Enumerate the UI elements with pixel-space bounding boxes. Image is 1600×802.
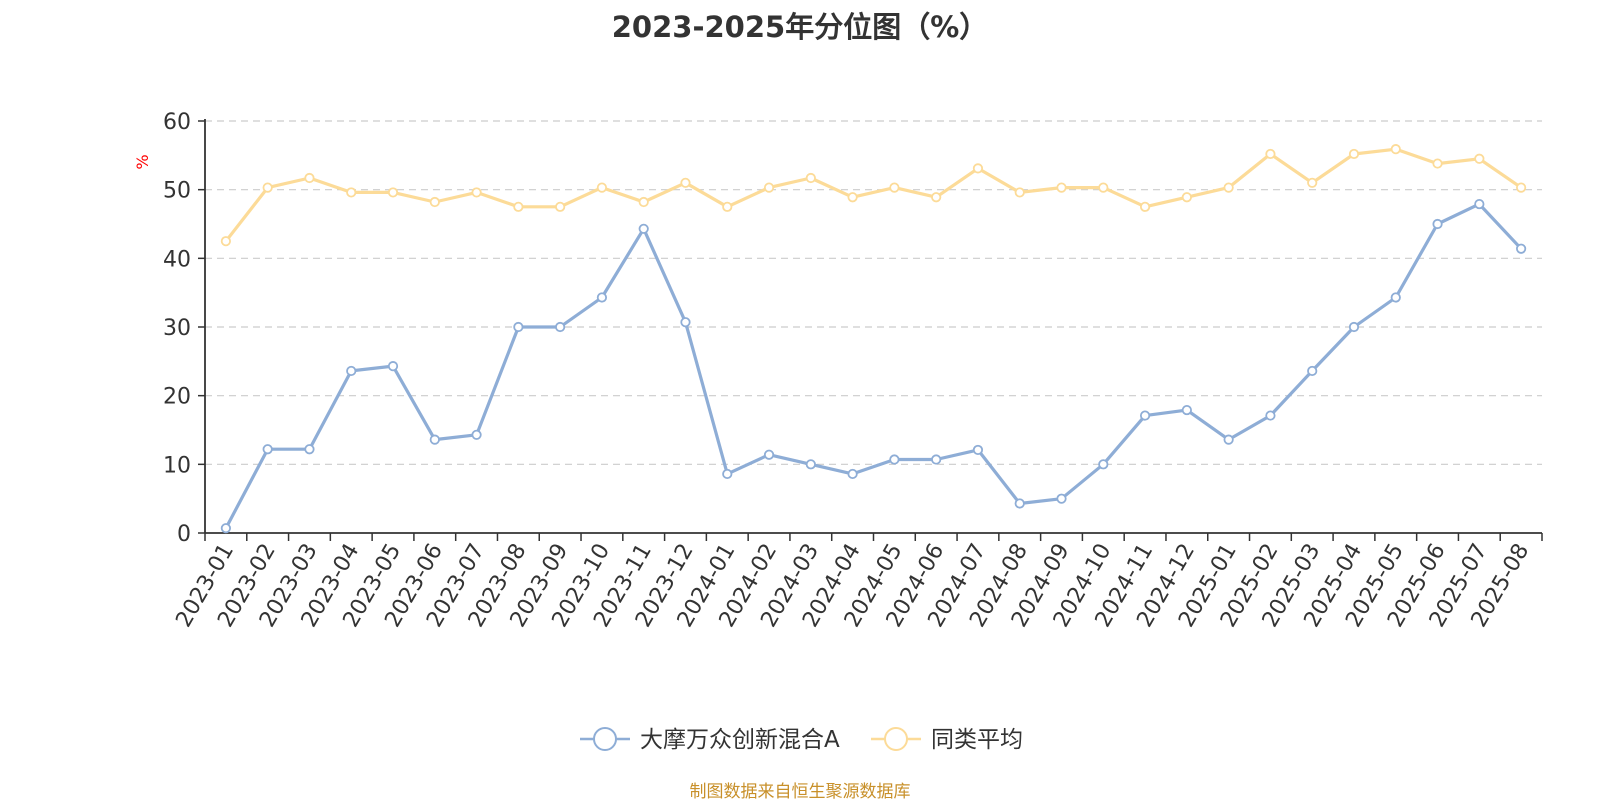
y-tick-label: 10 [163,453,191,478]
y-tick-labels: 0 10 20 30 40 50 60% [133,110,191,547]
series-line-2 [224,147,1523,243]
data-point [1056,493,1067,504]
legend[interactable]: 大摩万众创新混合A 同类平均 [580,727,1023,753]
y-tick-label: 30 [163,316,191,341]
axes [198,119,1543,541]
data-point [1348,321,1360,333]
data-point [387,187,399,198]
data-point [889,182,900,193]
data-point [1474,198,1485,210]
y-tick-label: 0 [177,522,191,547]
data-point [680,317,691,328]
data-point [513,321,524,333]
data-point [1307,365,1318,377]
data-point [1348,148,1360,160]
data-point [555,321,566,333]
data-point [1181,404,1192,416]
series-group [220,144,1527,534]
data-point [513,201,524,212]
data-point [722,468,733,480]
data-point [722,201,733,212]
data-point [262,444,273,455]
data-point [1181,192,1192,203]
data-point [1014,498,1025,509]
data-point [1432,218,1443,230]
data-point [889,454,900,465]
legend-label: 同类平均 [931,727,1023,753]
data-point [931,192,942,203]
y-tick-label: 60 [163,110,191,135]
data-point [1223,182,1234,193]
data-point [763,449,775,460]
data-point [346,365,357,377]
data-point [1014,187,1025,198]
data-point [346,187,357,198]
data-source-note: 制图数据来自恒生聚源数据库 [689,782,911,802]
data-point [262,182,273,193]
y-axis-label: % [133,154,152,169]
data-point [1432,158,1443,169]
data-point [805,172,816,184]
data-point [1265,148,1276,160]
data-point [429,434,440,445]
data-point [1390,144,1401,155]
grid-lines [205,120,1542,465]
data-point [1390,292,1401,303]
legend-marker [593,727,617,751]
data-point [304,172,315,184]
data-point [429,196,440,208]
data-point [555,201,566,212]
data-point [1139,201,1151,212]
y-tick-label: 20 [163,385,191,410]
data-point [471,429,482,440]
data-point [638,223,649,234]
data-point [680,177,691,188]
y-tick-label: 50 [163,179,191,204]
data-point [972,444,984,456]
data-point [847,468,858,480]
legend-label: 大摩万众创新混合A [640,727,840,753]
x-tick-labels: 2023-012023-022023-032023-042023-052023-… [171,540,1534,632]
legend-item-1[interactable]: 大摩万众创新混合A [580,727,840,753]
series-line-1 [224,202,1523,529]
data-point [596,292,608,303]
data-point [847,192,858,203]
data-point [805,459,816,470]
data-point [1223,434,1234,445]
legend-item-2[interactable]: 同类平均 [871,727,1023,753]
data-point [1516,182,1527,193]
data-point [1516,243,1527,254]
data-point [1098,182,1109,193]
data-point [1474,153,1485,164]
data-point [387,361,399,372]
data-point [1056,182,1067,193]
data-point [304,444,315,455]
legend-marker [884,727,908,751]
data-point [972,163,984,174]
chart-title: 2023-2025年分位图（%） [611,10,989,44]
data-point [1265,410,1276,421]
data-point [1307,177,1318,188]
y-tick-label: 40 [163,247,191,272]
data-point [638,196,649,208]
data-point [471,187,482,198]
data-point [1139,410,1151,421]
data-point [220,236,231,247]
data-point [1098,459,1109,470]
data-point [931,454,942,465]
data-point [220,523,231,534]
data-point [596,182,608,193]
data-point [763,182,775,193]
